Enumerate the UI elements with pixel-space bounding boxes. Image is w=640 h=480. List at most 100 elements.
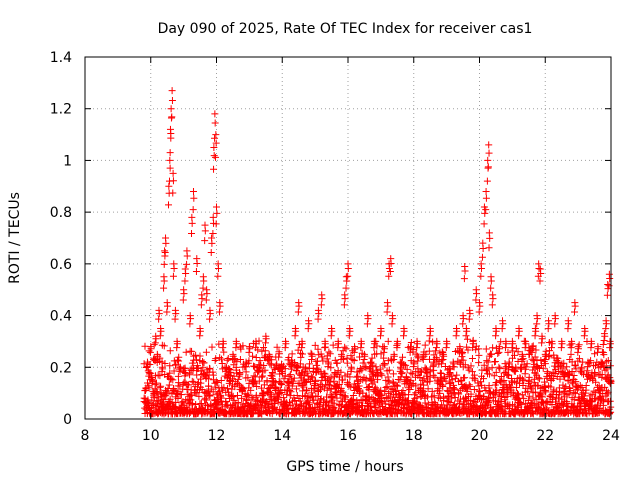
data-point: [278, 381, 286, 389]
data-point: [162, 239, 170, 247]
data-point: [480, 220, 488, 228]
data-point: [188, 219, 196, 227]
data-point: [326, 378, 334, 386]
data-point: [482, 194, 490, 202]
grid-layer: [85, 57, 611, 419]
data-point: [258, 373, 266, 381]
data-point: [304, 372, 312, 380]
data-point: [166, 362, 174, 370]
data-point: [172, 310, 180, 318]
data-point: [325, 402, 333, 410]
data-point: [399, 353, 407, 361]
data-point: [318, 353, 326, 361]
data-point: [494, 350, 502, 358]
data-point: [533, 320, 541, 328]
x-tick-label: 12: [208, 428, 226, 444]
x-tick-label: 20: [471, 428, 489, 444]
data-point: [156, 332, 164, 340]
data-point: [168, 113, 176, 121]
data-point: [370, 378, 378, 386]
data-point: [229, 393, 237, 401]
data-point: [335, 380, 343, 388]
data-point: [253, 383, 261, 391]
data-point: [483, 177, 491, 185]
data-point: [261, 347, 269, 355]
data-point: [600, 336, 608, 344]
data-point: [326, 350, 334, 358]
data-point: [209, 371, 217, 379]
data-point: [295, 302, 303, 310]
data-point: [303, 387, 311, 395]
data-point: [325, 375, 333, 383]
data-point: [215, 388, 223, 396]
data-point: [174, 372, 182, 380]
data-point: [482, 187, 490, 195]
data-point: [339, 376, 347, 384]
data-point: [174, 395, 182, 403]
data-point: [321, 344, 329, 352]
data-point: [327, 332, 335, 340]
data-point: [377, 398, 385, 406]
data-point: [536, 277, 544, 285]
data-point: [369, 409, 377, 417]
data-point: [423, 404, 431, 412]
data-point: [535, 265, 543, 273]
data-point: [242, 396, 250, 404]
data-point: [453, 371, 461, 379]
data-point: [166, 369, 174, 377]
data-point: [206, 365, 214, 373]
data-point: [160, 342, 168, 350]
data-point: [194, 362, 202, 370]
y-tick-label: 0: [63, 412, 72, 428]
data-point: [220, 384, 228, 392]
data-point: [456, 400, 463, 408]
data-point: [358, 366, 366, 374]
data-point: [188, 229, 196, 237]
data-point: [223, 401, 231, 409]
data-point: [466, 310, 474, 318]
data-point: [407, 338, 415, 346]
data-point: [344, 265, 352, 273]
data-point: [314, 315, 322, 323]
data-point: [177, 391, 185, 399]
data-point: [155, 315, 163, 323]
data-point: [345, 332, 353, 340]
data-point: [442, 344, 450, 352]
data-point: [261, 339, 269, 347]
data-point: [557, 344, 565, 352]
data-point: [146, 348, 154, 356]
data-point: [319, 357, 327, 365]
data-point: [273, 343, 281, 351]
x-tick-label: 8: [81, 428, 90, 444]
data-point: [376, 390, 384, 398]
data-point: [298, 350, 306, 358]
data-point: [292, 400, 300, 408]
data-point: [491, 358, 499, 366]
data-point: [417, 368, 425, 376]
data-point: [388, 320, 396, 328]
data-point: [484, 163, 492, 171]
data-point: [551, 315, 559, 323]
data-point: [421, 341, 429, 349]
data-point: [233, 392, 241, 400]
data-point: [383, 383, 391, 391]
data-point: [211, 383, 219, 391]
data-point: [286, 392, 294, 400]
data-point: [382, 384, 390, 392]
data-point: [564, 325, 572, 333]
data-point: [281, 372, 289, 380]
data-point: [199, 357, 207, 365]
data-point: [368, 394, 376, 402]
data-point: [441, 362, 449, 370]
data-point: [207, 402, 215, 410]
data-point: [252, 353, 260, 361]
data-point: [201, 237, 209, 245]
data-point: [350, 356, 358, 364]
data-point: [508, 344, 516, 352]
data-point: [328, 393, 336, 401]
data-point: [435, 387, 443, 395]
data-point: [208, 343, 216, 351]
data-point: [214, 265, 222, 273]
data-point: [384, 302, 392, 310]
data-point: [438, 356, 446, 364]
